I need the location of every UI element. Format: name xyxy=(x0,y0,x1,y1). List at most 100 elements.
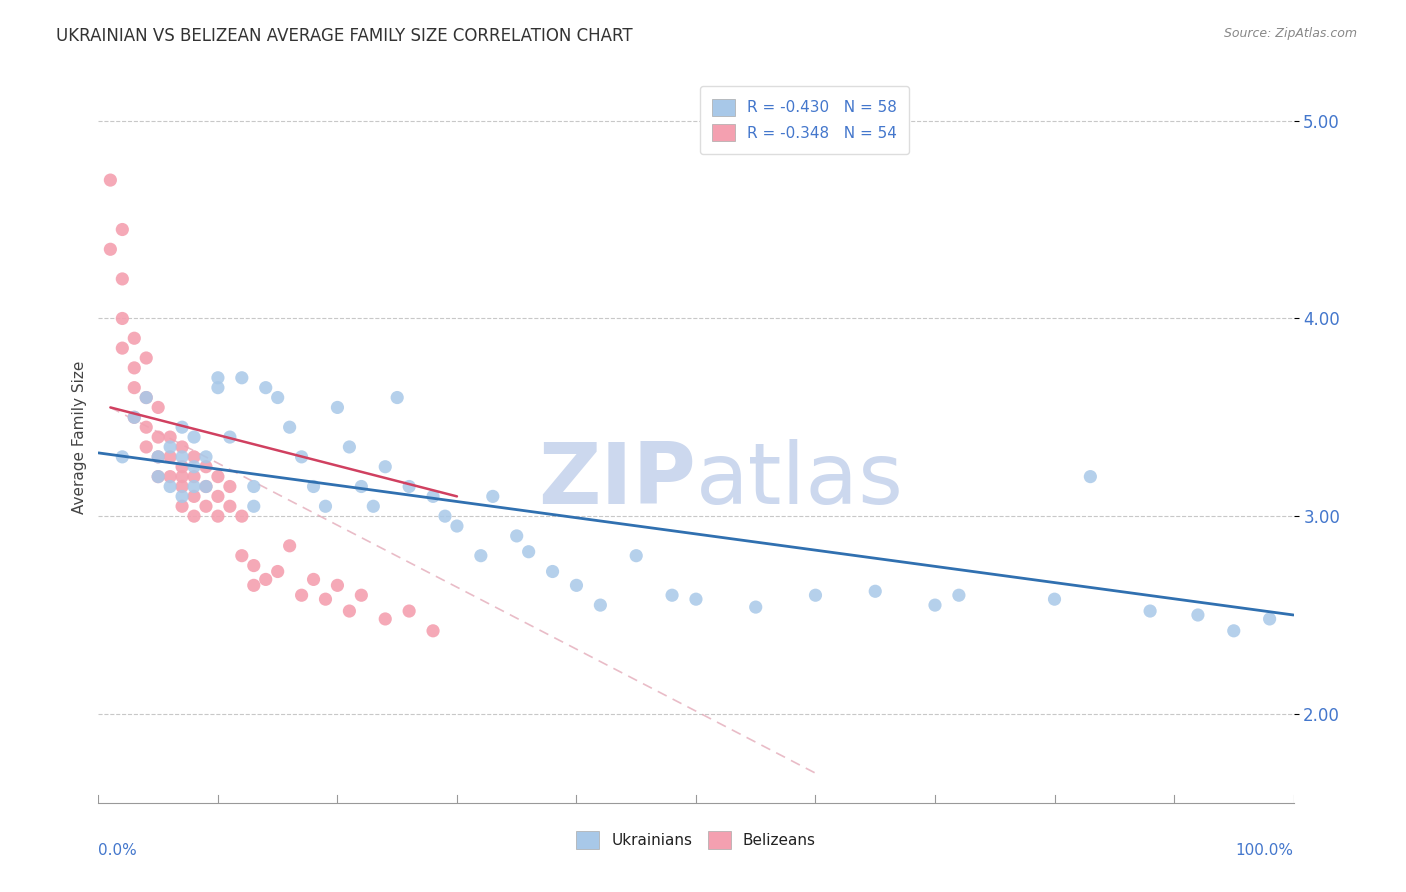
Point xyxy=(422,624,444,638)
Point xyxy=(111,450,134,464)
Point xyxy=(111,311,134,326)
Point xyxy=(207,469,229,483)
Legend: Ukrainians, Belizeans: Ukrainians, Belizeans xyxy=(564,819,828,861)
Point xyxy=(172,479,194,493)
Text: 0.0%: 0.0% xyxy=(98,843,138,858)
Point xyxy=(565,578,588,592)
Point xyxy=(326,578,349,592)
Point xyxy=(111,272,134,286)
Point xyxy=(422,489,444,503)
Point xyxy=(626,549,648,563)
Point xyxy=(745,600,768,615)
Point xyxy=(98,173,122,187)
Point xyxy=(363,500,385,514)
Point xyxy=(267,391,290,405)
Point xyxy=(1258,612,1281,626)
Point xyxy=(804,588,827,602)
Point xyxy=(1223,624,1246,638)
Point xyxy=(243,558,266,573)
Point xyxy=(159,469,181,483)
Point xyxy=(865,584,887,599)
Point xyxy=(231,509,253,524)
Point xyxy=(195,459,218,474)
Point xyxy=(470,549,492,563)
Point xyxy=(243,500,266,514)
Point xyxy=(183,509,205,524)
Point xyxy=(111,222,134,236)
Point xyxy=(374,612,396,626)
Point xyxy=(195,450,218,464)
Text: atlas: atlas xyxy=(696,440,904,523)
Point xyxy=(924,598,946,612)
Point xyxy=(148,401,170,415)
Point xyxy=(278,420,301,434)
Point xyxy=(315,592,337,607)
Text: 100.0%: 100.0% xyxy=(1236,843,1294,858)
Point xyxy=(302,573,325,587)
Point xyxy=(291,588,314,602)
Point xyxy=(159,450,181,464)
Point xyxy=(339,440,361,454)
Point xyxy=(254,381,277,395)
Point xyxy=(148,469,170,483)
Point xyxy=(339,604,361,618)
Point xyxy=(219,500,242,514)
Y-axis label: Average Family Size: Average Family Size xyxy=(72,360,87,514)
Point xyxy=(589,598,612,612)
Point xyxy=(207,509,229,524)
Point xyxy=(135,440,157,454)
Point xyxy=(506,529,529,543)
Point xyxy=(385,391,409,405)
Point xyxy=(159,430,181,444)
Point xyxy=(434,509,457,524)
Point xyxy=(291,450,314,464)
Point xyxy=(398,479,420,493)
Point xyxy=(124,410,146,425)
Point xyxy=(111,341,134,355)
Point xyxy=(148,469,170,483)
Point xyxy=(135,420,157,434)
Point xyxy=(172,500,194,514)
Point xyxy=(124,381,146,395)
Point xyxy=(124,410,146,425)
Point xyxy=(1139,604,1161,618)
Point xyxy=(1043,592,1066,607)
Point xyxy=(172,440,194,454)
Point xyxy=(172,420,194,434)
Point xyxy=(98,242,122,256)
Point xyxy=(183,469,205,483)
Point xyxy=(172,450,194,464)
Point xyxy=(481,489,505,503)
Point xyxy=(243,479,266,493)
Point xyxy=(148,450,170,464)
Point xyxy=(159,479,181,493)
Point xyxy=(195,479,218,493)
Point xyxy=(207,381,229,395)
Point xyxy=(172,489,194,503)
Point xyxy=(183,430,205,444)
Point xyxy=(148,430,170,444)
Point xyxy=(661,588,683,602)
Point xyxy=(124,360,146,375)
Point xyxy=(948,588,970,602)
Point xyxy=(183,450,205,464)
Point xyxy=(207,371,229,385)
Point xyxy=(1080,469,1102,483)
Point xyxy=(195,479,218,493)
Point xyxy=(231,371,253,385)
Point xyxy=(350,479,373,493)
Point xyxy=(278,539,301,553)
Point xyxy=(135,351,157,365)
Point xyxy=(350,588,373,602)
Point xyxy=(326,401,349,415)
Point xyxy=(172,459,194,474)
Point xyxy=(183,489,205,503)
Point xyxy=(219,430,242,444)
Point xyxy=(541,565,564,579)
Point xyxy=(374,459,396,474)
Point xyxy=(183,479,205,493)
Text: UKRAINIAN VS BELIZEAN AVERAGE FAMILY SIZE CORRELATION CHART: UKRAINIAN VS BELIZEAN AVERAGE FAMILY SIZ… xyxy=(56,27,633,45)
Point xyxy=(231,549,253,563)
Point xyxy=(315,500,337,514)
Point xyxy=(685,592,707,607)
